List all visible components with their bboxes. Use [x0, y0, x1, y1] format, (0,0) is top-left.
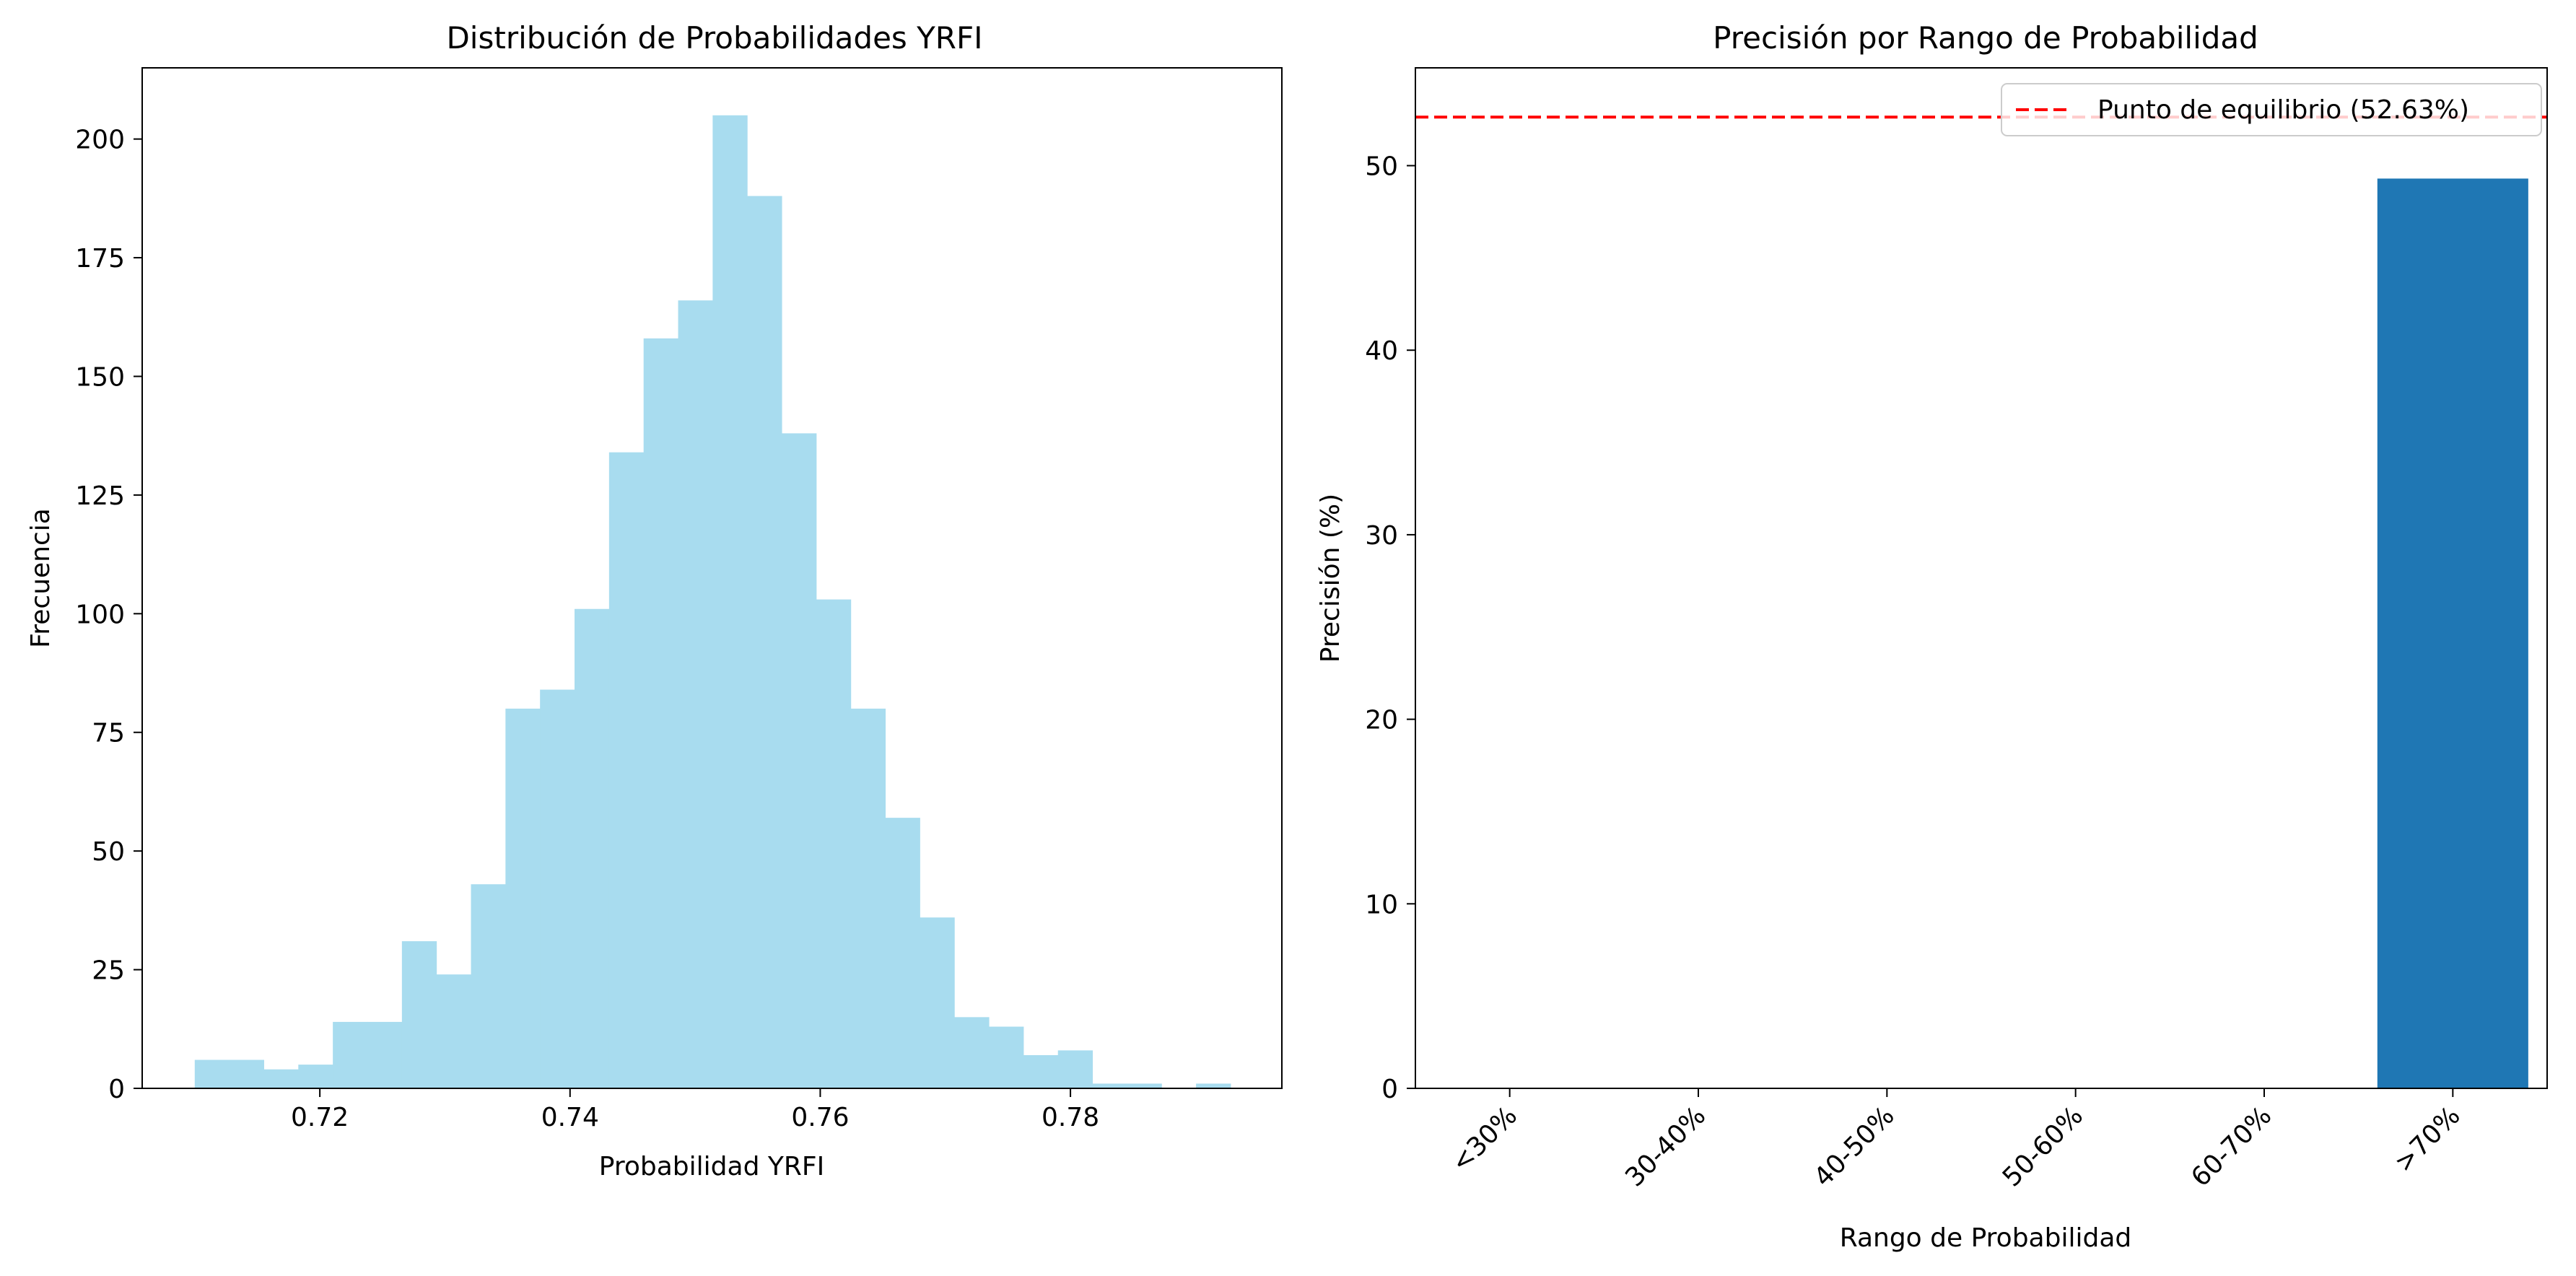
y-tick-label: 75: [92, 719, 125, 748]
y-tick-label: 125: [75, 481, 125, 511]
histogram-bar: [575, 608, 610, 1088]
y-tick-label: 175: [75, 244, 125, 274]
histogram-bar: [782, 433, 817, 1088]
chart1-title: Distribución de Probabilidades YRFI: [446, 20, 982, 56]
histogram-bar: [678, 300, 713, 1088]
histogram-bar: [712, 115, 748, 1088]
chart1-y-axis-label: Frecuencia: [26, 508, 56, 648]
histogram-bar: [850, 708, 886, 1088]
y-tick-label: 50: [92, 837, 125, 867]
y-tick-label: 30: [1365, 521, 1398, 551]
histogram-bar: [1092, 1083, 1127, 1088]
histogram-bar: [885, 818, 920, 1088]
histogram-bar: [471, 884, 506, 1088]
x-tick-label: 0.76: [791, 1103, 849, 1132]
histogram-bar: [920, 917, 955, 1088]
histogram-bar: [505, 708, 541, 1088]
histogram-x-ticks: 0.72 0.74 0.76 0.78: [291, 1088, 1099, 1132]
legend-label: Punto de equilibrio (52.63%): [2097, 95, 2469, 125]
y-tick-label: 200: [75, 126, 125, 155]
precision-bars: [2377, 178, 2528, 1088]
histogram-bar: [1057, 1050, 1093, 1088]
histogram-bar: [747, 196, 782, 1089]
histogram-bar: [333, 1021, 368, 1088]
histogram-bar: [608, 452, 645, 1088]
histogram-bar: [540, 689, 575, 1088]
chart1-x-axis-label: Probabilidad YRFI: [599, 1152, 824, 1181]
y-tick-label: 0: [1381, 1075, 1398, 1104]
y-tick-label: 10: [1365, 890, 1398, 919]
histogram-bar: [1196, 1083, 1231, 1088]
histogram-bar: [401, 941, 437, 1088]
histogram-chart: Distribución de Probabilidades YRFI 0.72…: [26, 20, 1283, 1181]
histogram-bar: [816, 599, 852, 1088]
chart2-y-axis-label: Precisión (%): [1316, 494, 1345, 663]
y-tick-label: 25: [92, 956, 125, 986]
histogram-bar: [1023, 1054, 1059, 1088]
histogram-bar: [263, 1069, 299, 1088]
histogram-bar: [229, 1059, 264, 1088]
histogram-bar: [954, 1017, 990, 1088]
histogram-bar: [298, 1065, 333, 1088]
histogram-bar: [194, 1059, 230, 1088]
chart2-legend: Punto de equilibrio (52.63%): [2001, 83, 2542, 136]
y-tick-label: 50: [1365, 152, 1398, 182]
x-tick-label: 0.78: [1042, 1103, 1099, 1132]
y-tick-label: 100: [75, 600, 125, 629]
y-tick-label: 0: [108, 1075, 125, 1104]
histogram-bar: [1127, 1083, 1162, 1088]
x-tick-label: 0.74: [541, 1103, 599, 1132]
y-tick-label: 150: [75, 362, 125, 392]
histogram-y-ticks: 0 25 50 75 100 125 150 175 200: [75, 126, 142, 1104]
chart2-plot-frame: [1415, 67, 2548, 1089]
precision-bar-chart: Precisión por Rango de Probabilidad <30%…: [1316, 20, 2548, 1253]
legend-box: [2001, 83, 2542, 136]
histogram-bar: [367, 1021, 403, 1088]
histogram-bar: [643, 338, 679, 1089]
chart2-title: Precisión por Rango de Probabilidad: [1713, 20, 2258, 56]
x-tick-label: 0.72: [291, 1103, 349, 1132]
chart2-x-axis-label: Rango de Probabilidad: [1840, 1223, 2132, 1253]
precision-y-ticks: 0 10 20 30 40 50: [1365, 152, 1415, 1104]
y-tick-label: 20: [1365, 706, 1398, 735]
histogram-bar: [989, 1026, 1024, 1088]
histogram-bar: [436, 974, 472, 1088]
precision-bar: [2377, 178, 2528, 1088]
histogram-bars: [194, 115, 1231, 1089]
y-tick-label: 40: [1365, 336, 1398, 366]
chart1-plot-frame: [141, 67, 1283, 1089]
